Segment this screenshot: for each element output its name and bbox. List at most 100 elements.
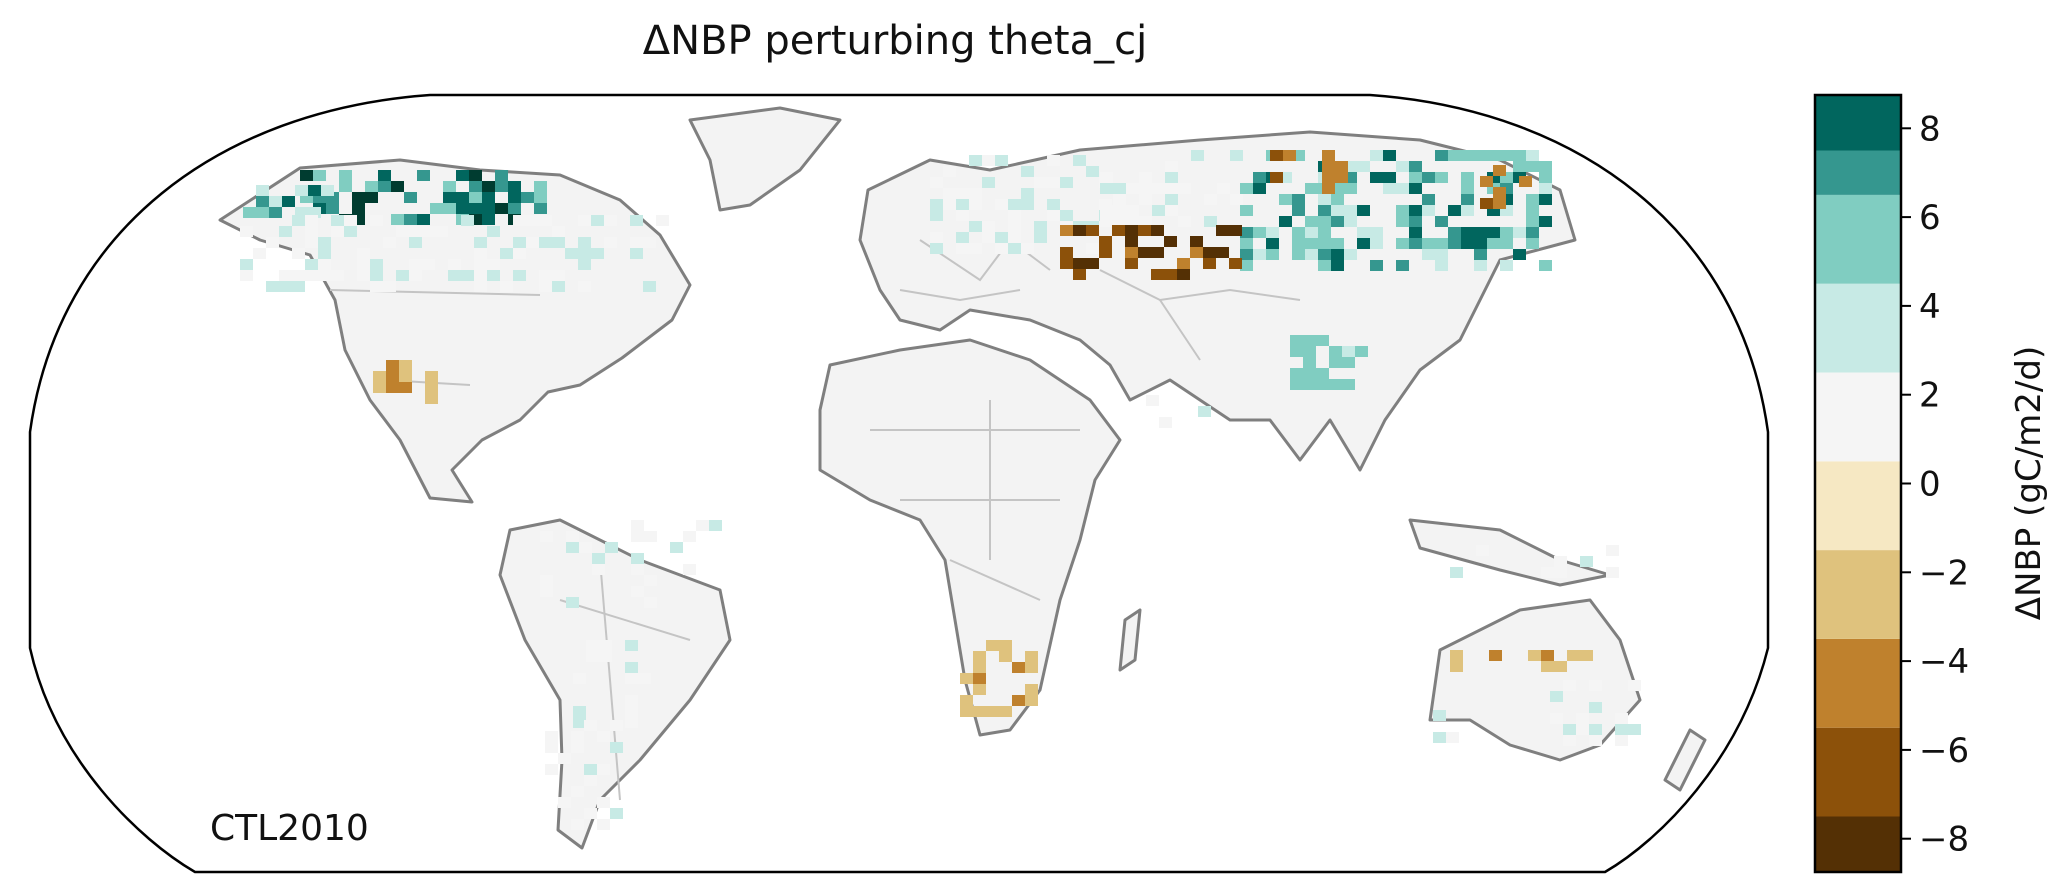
data-cell — [396, 270, 409, 281]
data-cell — [295, 185, 308, 196]
data-cell — [1253, 249, 1266, 260]
data-cell — [321, 185, 334, 196]
data-cell — [443, 192, 456, 203]
data-cell — [1125, 225, 1138, 236]
data-cell — [1318, 227, 1331, 238]
data-cell — [448, 259, 461, 270]
data-cell — [1422, 194, 1435, 205]
data-cells — [240, 150, 1641, 830]
data-cell — [1526, 216, 1539, 227]
data-cell — [1047, 155, 1060, 166]
data-cell — [1126, 216, 1139, 227]
data-cell — [378, 181, 391, 192]
colorbar-tick-label: 4 — [1919, 287, 1941, 327]
data-cell — [1165, 194, 1178, 205]
data-cell — [1383, 172, 1396, 183]
data-cell — [631, 586, 644, 597]
data-cell — [1021, 188, 1034, 199]
data-cell — [1253, 227, 1266, 238]
data-cell — [383, 237, 396, 248]
data-cell — [1396, 260, 1409, 271]
data-cell — [305, 215, 318, 226]
data-cell — [1474, 227, 1487, 238]
data-cell — [1409, 172, 1422, 183]
data-cell — [1021, 243, 1034, 254]
data-cell — [1526, 161, 1539, 172]
data-cell — [960, 706, 973, 717]
data-cell — [1487, 205, 1500, 216]
data-cell — [605, 542, 618, 553]
data-cell — [1178, 216, 1191, 227]
data-cell — [1322, 161, 1335, 172]
data-cell — [956, 232, 969, 243]
data-cell — [425, 393, 438, 404]
data-cell — [1500, 183, 1513, 194]
data-cell — [638, 673, 651, 684]
data-cell — [1203, 258, 1216, 269]
data-cell — [630, 248, 643, 259]
data-cell — [592, 553, 605, 564]
data-cell — [474, 237, 487, 248]
data-cell — [1025, 684, 1038, 695]
data-cell — [1396, 183, 1409, 194]
data-cell — [566, 542, 579, 553]
data-cell — [469, 214, 482, 225]
data-cell — [357, 248, 370, 259]
data-cell — [1047, 210, 1060, 221]
data-cell — [1539, 183, 1552, 194]
data-cell — [300, 170, 313, 181]
data-cell — [1344, 205, 1357, 216]
data-cell — [1229, 225, 1242, 236]
data-cell — [1047, 199, 1060, 210]
data-cell — [982, 232, 995, 243]
data-cell — [1474, 150, 1487, 161]
colorbar-bin — [1815, 150, 1901, 195]
data-cell — [482, 203, 495, 214]
data-cell — [995, 199, 1008, 210]
data-cell — [1526, 205, 1539, 216]
data-cell — [644, 575, 657, 586]
data-cell — [469, 203, 482, 214]
data-cell — [1480, 176, 1493, 187]
data-cell — [1342, 357, 1355, 368]
data-cell — [552, 237, 565, 248]
data-cell — [960, 673, 973, 684]
data-cell — [1422, 172, 1435, 183]
data-cell — [373, 382, 386, 393]
data-cell — [1318, 260, 1331, 271]
data-cell — [599, 651, 612, 662]
data-cell — [1335, 172, 1348, 183]
data-cell — [545, 764, 558, 775]
data-cell — [526, 215, 539, 226]
data-cell — [1383, 150, 1396, 161]
data-cell — [456, 170, 469, 181]
data-cell — [930, 243, 943, 254]
data-cell — [625, 640, 638, 651]
data-cell — [1021, 166, 1034, 177]
data-cell — [1450, 661, 1463, 672]
data-cell — [1240, 260, 1253, 271]
data-cell — [331, 226, 344, 237]
data-cell — [956, 243, 969, 254]
data-cell — [1489, 650, 1502, 661]
data-cell — [461, 215, 474, 226]
data-cell — [1139, 183, 1152, 194]
data-cell — [1177, 269, 1190, 280]
data-cell — [578, 215, 591, 226]
data-cell — [683, 531, 696, 542]
data-cell — [534, 203, 547, 214]
data-cell — [1113, 216, 1126, 227]
data-cell — [1283, 150, 1296, 161]
data-cell — [552, 270, 565, 281]
data-cell — [1383, 183, 1396, 194]
colorbar-bin — [1815, 372, 1901, 462]
data-cell — [508, 181, 521, 192]
data-cell — [305, 237, 318, 248]
data-cell — [625, 717, 638, 728]
data-cell — [969, 155, 982, 166]
data-cell — [1305, 216, 1318, 227]
data-cell — [443, 181, 456, 192]
data-cell — [1331, 194, 1344, 205]
data-cell — [631, 564, 644, 575]
